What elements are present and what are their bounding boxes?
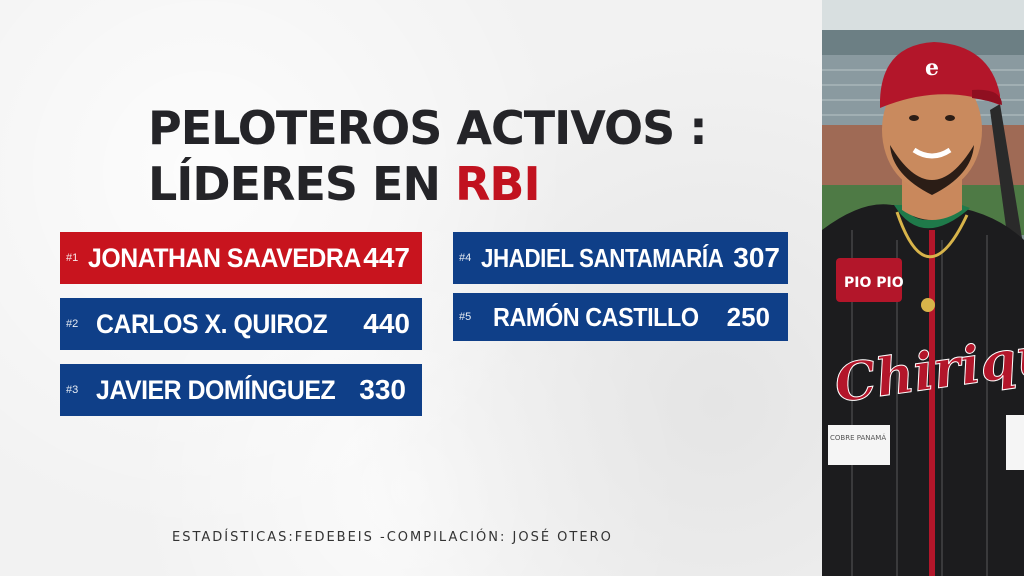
leader-rank: #2 [66, 318, 79, 330]
leader-name: RAMÓN CASTILLO [493, 301, 699, 332]
player-photo: e Chiriquí PIO PIO COBRE PANAMÁ [822, 0, 1024, 576]
sponsor-text: COBRE PANAMÁ [830, 433, 886, 442]
leader-rank: #3 [66, 384, 79, 396]
leader-value: 250 [726, 301, 770, 332]
leader-rank: #1 [66, 252, 79, 264]
leader-row-3: #3 JAVIER DOMÍNGUEZ 330 [60, 364, 422, 416]
page-title: PELOTEROS ACTIVOS : LÍDERES EN RBI [148, 100, 708, 212]
title-line-2-prefix: LÍDERES EN [148, 157, 455, 211]
leader-rank: #5 [459, 311, 472, 323]
title-line-2-accent: RBI [454, 157, 541, 211]
leader-name: CARLOS X. QUIROZ [96, 308, 328, 339]
svg-text:e: e [925, 55, 939, 81]
leader-name: JONATHAN SAAVEDRA [88, 242, 361, 273]
leader-value: 440 [363, 308, 410, 339]
leader-value: 447 [363, 242, 410, 273]
leader-row-4: #4 JHADIEL SANTAMARÍA 307 [453, 232, 788, 284]
leader-value: 307 [733, 242, 780, 273]
title-line-1: PELOTEROS ACTIVOS : [148, 101, 708, 155]
leader-rank: #4 [459, 252, 472, 264]
player-illustration: e Chiriquí PIO PIO COBRE PANAMÁ [822, 0, 1024, 576]
leader-value: 330 [359, 374, 406, 405]
footer-credits: ESTADÍSTICAS:FEDEBEIS -COMPILACIÓN: JOSÉ… [172, 530, 613, 545]
leader-row-5: #5 RAMÓN CASTILLO 250 [453, 293, 788, 341]
leader-row-1: #1 JONATHAN SAAVEDRA 447 [60, 232, 422, 284]
patch-text: PIO PIO [844, 275, 904, 291]
leader-name: JHADIEL SANTAMARÍA [481, 242, 724, 273]
leader-name: JAVIER DOMÍNGUEZ [96, 374, 336, 405]
leader-row-2: #2 CARLOS X. QUIROZ 440 [60, 298, 422, 350]
